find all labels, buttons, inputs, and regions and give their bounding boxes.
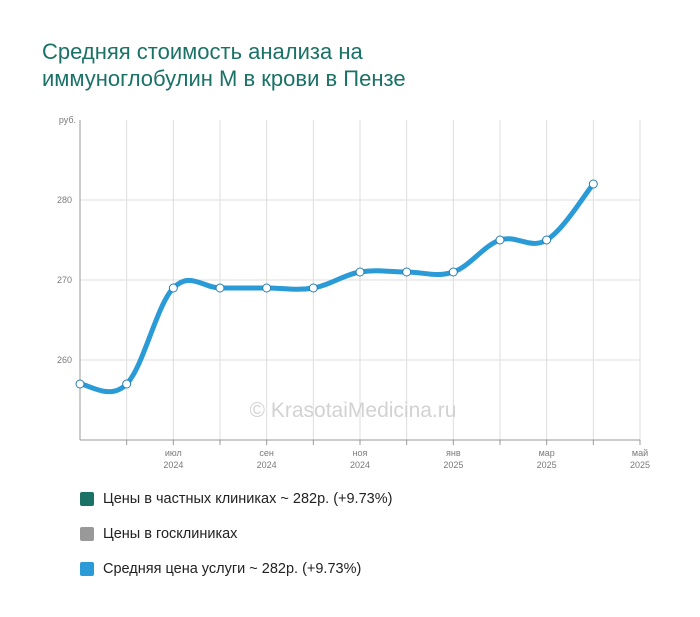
legend-swatch-average bbox=[80, 562, 94, 576]
chart-title: Средняя стоимость анализа на иммуноглобу… bbox=[42, 38, 642, 92]
x-tick-label-month: ноя bbox=[353, 448, 368, 458]
x-tick-label-month: май bbox=[632, 448, 648, 458]
x-tick-label-month: мар bbox=[539, 448, 555, 458]
y-tick-label: 280 bbox=[57, 195, 72, 205]
y-axis-unit: руб. bbox=[59, 115, 76, 125]
watermark: © KrasotaiMedicina.ru bbox=[250, 399, 457, 422]
chart-title-line-2: иммуноглобулин М в крови в Пензе bbox=[42, 66, 406, 91]
series-line-average bbox=[77, 181, 596, 395]
line-chart: © KrasotaiMedicina.ru руб. 260 270 280 июл 20… bbox=[57, 115, 650, 470]
x-tick-label-year: 2025 bbox=[630, 460, 650, 470]
legend-item-average[interactable]: Средняя цена услуги ~ 282р. (+9.73%) bbox=[80, 560, 392, 578]
x-tick-label-year: 2025 bbox=[443, 460, 463, 470]
legend-swatch-public bbox=[80, 527, 94, 541]
x-tick-label-year: 2024 bbox=[350, 460, 370, 470]
x-tick-label-month: сен bbox=[259, 448, 274, 458]
data-point bbox=[308, 283, 318, 293]
data-point bbox=[122, 379, 132, 389]
x-tick-label-month: июл bbox=[165, 448, 182, 458]
data-point bbox=[168, 283, 178, 293]
data-point bbox=[75, 379, 85, 389]
x-tick-label-year: 2024 bbox=[163, 460, 183, 470]
x-tick-label-month: янв bbox=[446, 448, 461, 458]
legend-swatch-private bbox=[80, 492, 94, 506]
data-point bbox=[495, 235, 505, 245]
chart-grid bbox=[80, 120, 641, 440]
data-point bbox=[355, 267, 365, 277]
data-point bbox=[215, 283, 225, 293]
chart-title-line-1: Средняя стоимость анализа на bbox=[42, 39, 363, 64]
data-point bbox=[262, 283, 272, 293]
legend-label-average: Средняя цена услуги ~ 282р. (+9.73%) bbox=[103, 561, 362, 577]
legend-label-private: Цены в частных клиниках ~ 282р. (+9.73%) bbox=[103, 491, 393, 507]
chart-points bbox=[75, 179, 598, 389]
data-point bbox=[542, 235, 552, 245]
data-point bbox=[448, 267, 458, 277]
legend: Цены в частных клиниках ~ 282р. (+9.73%)… bbox=[80, 490, 392, 595]
legend-item-public[interactable]: Цены в госклиниках bbox=[80, 525, 392, 543]
y-tick-label: 270 bbox=[57, 275, 72, 285]
legend-item-private[interactable]: Цены в частных клиниках ~ 282р. (+9.73%) bbox=[80, 490, 392, 508]
chart-ticks: руб. 260 270 280 июл 2024 сен 2024 ноя 2024 янв 202… bbox=[57, 115, 650, 470]
y-tick-label: 260 bbox=[57, 355, 72, 365]
chart-series bbox=[77, 181, 596, 395]
x-tick-label-year: 2024 bbox=[257, 460, 277, 470]
x-tick-label-year: 2025 bbox=[537, 460, 557, 470]
legend-label-public: Цены в госклиниках bbox=[103, 526, 238, 542]
data-point bbox=[402, 267, 412, 277]
data-point bbox=[588, 179, 598, 189]
